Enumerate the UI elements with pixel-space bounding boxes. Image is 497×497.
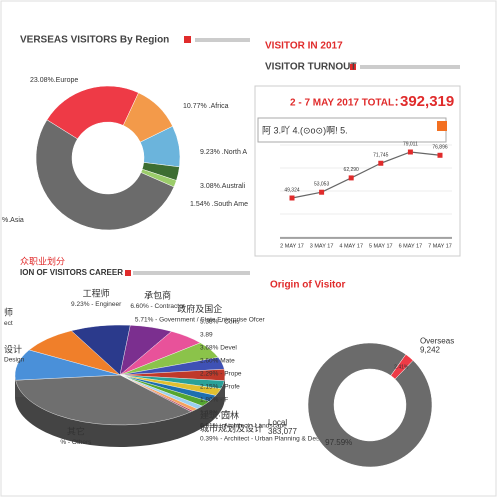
line (291, 151, 441, 199)
x-tick-label: 2 MAY 17 (280, 243, 304, 249)
ime-text: 阿 3.吖 4.(⊙o⊙)啊! 5. (262, 125, 348, 135)
marker (319, 189, 325, 195)
chart-title: ION OF VISITORS CAREER (20, 268, 123, 277)
marker (348, 175, 354, 181)
chart-title: VISITOR TURNOUT (265, 62, 356, 73)
data-label: 2.41% (394, 365, 409, 371)
data-label: 1.54% .South Ame (190, 201, 248, 208)
data-label-zh: 建筑·园林 (200, 409, 239, 420)
chart-title: Origin of Visitor (270, 280, 345, 291)
slice (307, 342, 433, 468)
data-label-zh: 设计 (4, 343, 22, 354)
data-label: ect (4, 320, 13, 327)
chart-title: VERSEAS VISITORS By Region (20, 35, 169, 46)
count-label: 9,242 (420, 346, 441, 355)
marker (289, 195, 295, 201)
ime-icon (437, 121, 447, 131)
data-label: 1.19% - Ar (200, 410, 231, 417)
x-tick-label: 6 MAY 17 (399, 243, 423, 249)
total: 392,319 (400, 93, 454, 110)
legend-label: Local (268, 418, 287, 427)
data-label: 1.80% - F (200, 397, 228, 404)
legend-label: Overseas (420, 337, 454, 346)
heading: 众职业划分 (20, 255, 65, 266)
data-label: 76,896 (432, 145, 448, 151)
data-label: %.Asia (2, 217, 24, 224)
data-label: 3.08%.Australi (200, 183, 246, 190)
data-label: 2.15% - Profe (200, 384, 240, 391)
x-tick-label: 5 MAY 17 (369, 243, 393, 249)
slice (390, 354, 414, 380)
data-label: 2.29% - Prope (200, 371, 242, 378)
data-label: % - Others (60, 439, 92, 446)
panel (254, 85, 461, 257)
data-label: 53,053 (314, 182, 330, 188)
data-label: 3.68% Devel (200, 345, 237, 352)
data-label: 0.39% - Architect - Urban Planning & Des… (200, 436, 328, 443)
data-label-zh: 城市规划及设计 (200, 422, 263, 433)
data-label: 79,011 (403, 141, 418, 147)
marker (407, 149, 413, 155)
data-label: 3.89 (200, 332, 213, 339)
data-label: 2.60% Mate (200, 358, 235, 365)
data-label: 10.77% .Africa (183, 103, 229, 110)
bullet (184, 36, 191, 43)
data-label: 6.60% - Contractor (130, 303, 185, 310)
x-tick-label: 3 MAY 17 (310, 243, 334, 249)
data-label-zh: 其它 (67, 426, 85, 437)
x-tick-label: 7 MAY 17 (428, 243, 452, 249)
data-label: 5.38% - Cons (200, 319, 240, 326)
data-label: 49,324 (284, 187, 300, 193)
data-label-zh: 承包商 (144, 290, 171, 301)
x-tick-label: 4 MAY 17 (339, 243, 363, 249)
total-label: 2 - 7 MAY 2017 TOTAL： (290, 98, 404, 109)
slice (14, 349, 121, 381)
data-label: 0.91% - Architect - Landscape (200, 423, 287, 430)
data-label: 5.71% - Government / State Enterprise Of… (135, 316, 266, 323)
data-label: 23.08%.Europe (30, 77, 78, 84)
heading: VISITOR IN 2017 (265, 41, 343, 52)
marker (437, 152, 443, 158)
bullet (350, 64, 356, 70)
data-label-zh: 工程师 (83, 288, 110, 299)
marker (378, 160, 384, 166)
count-label: 383,077 (268, 427, 297, 436)
slice (15, 374, 192, 426)
data-label: 71,745 (373, 153, 389, 159)
slice (35, 119, 175, 231)
data-label: Design (4, 357, 25, 364)
data-label-zh: 师 (4, 306, 13, 317)
data-label: 9.23% - Engineer (71, 301, 122, 308)
data-label: 97.59% (325, 438, 352, 447)
data-label-zh: 政府及国企 (177, 303, 222, 314)
bullet (125, 270, 131, 276)
data-label: 9.23% .North A (200, 149, 247, 156)
data-label: 62,290 (344, 167, 360, 173)
